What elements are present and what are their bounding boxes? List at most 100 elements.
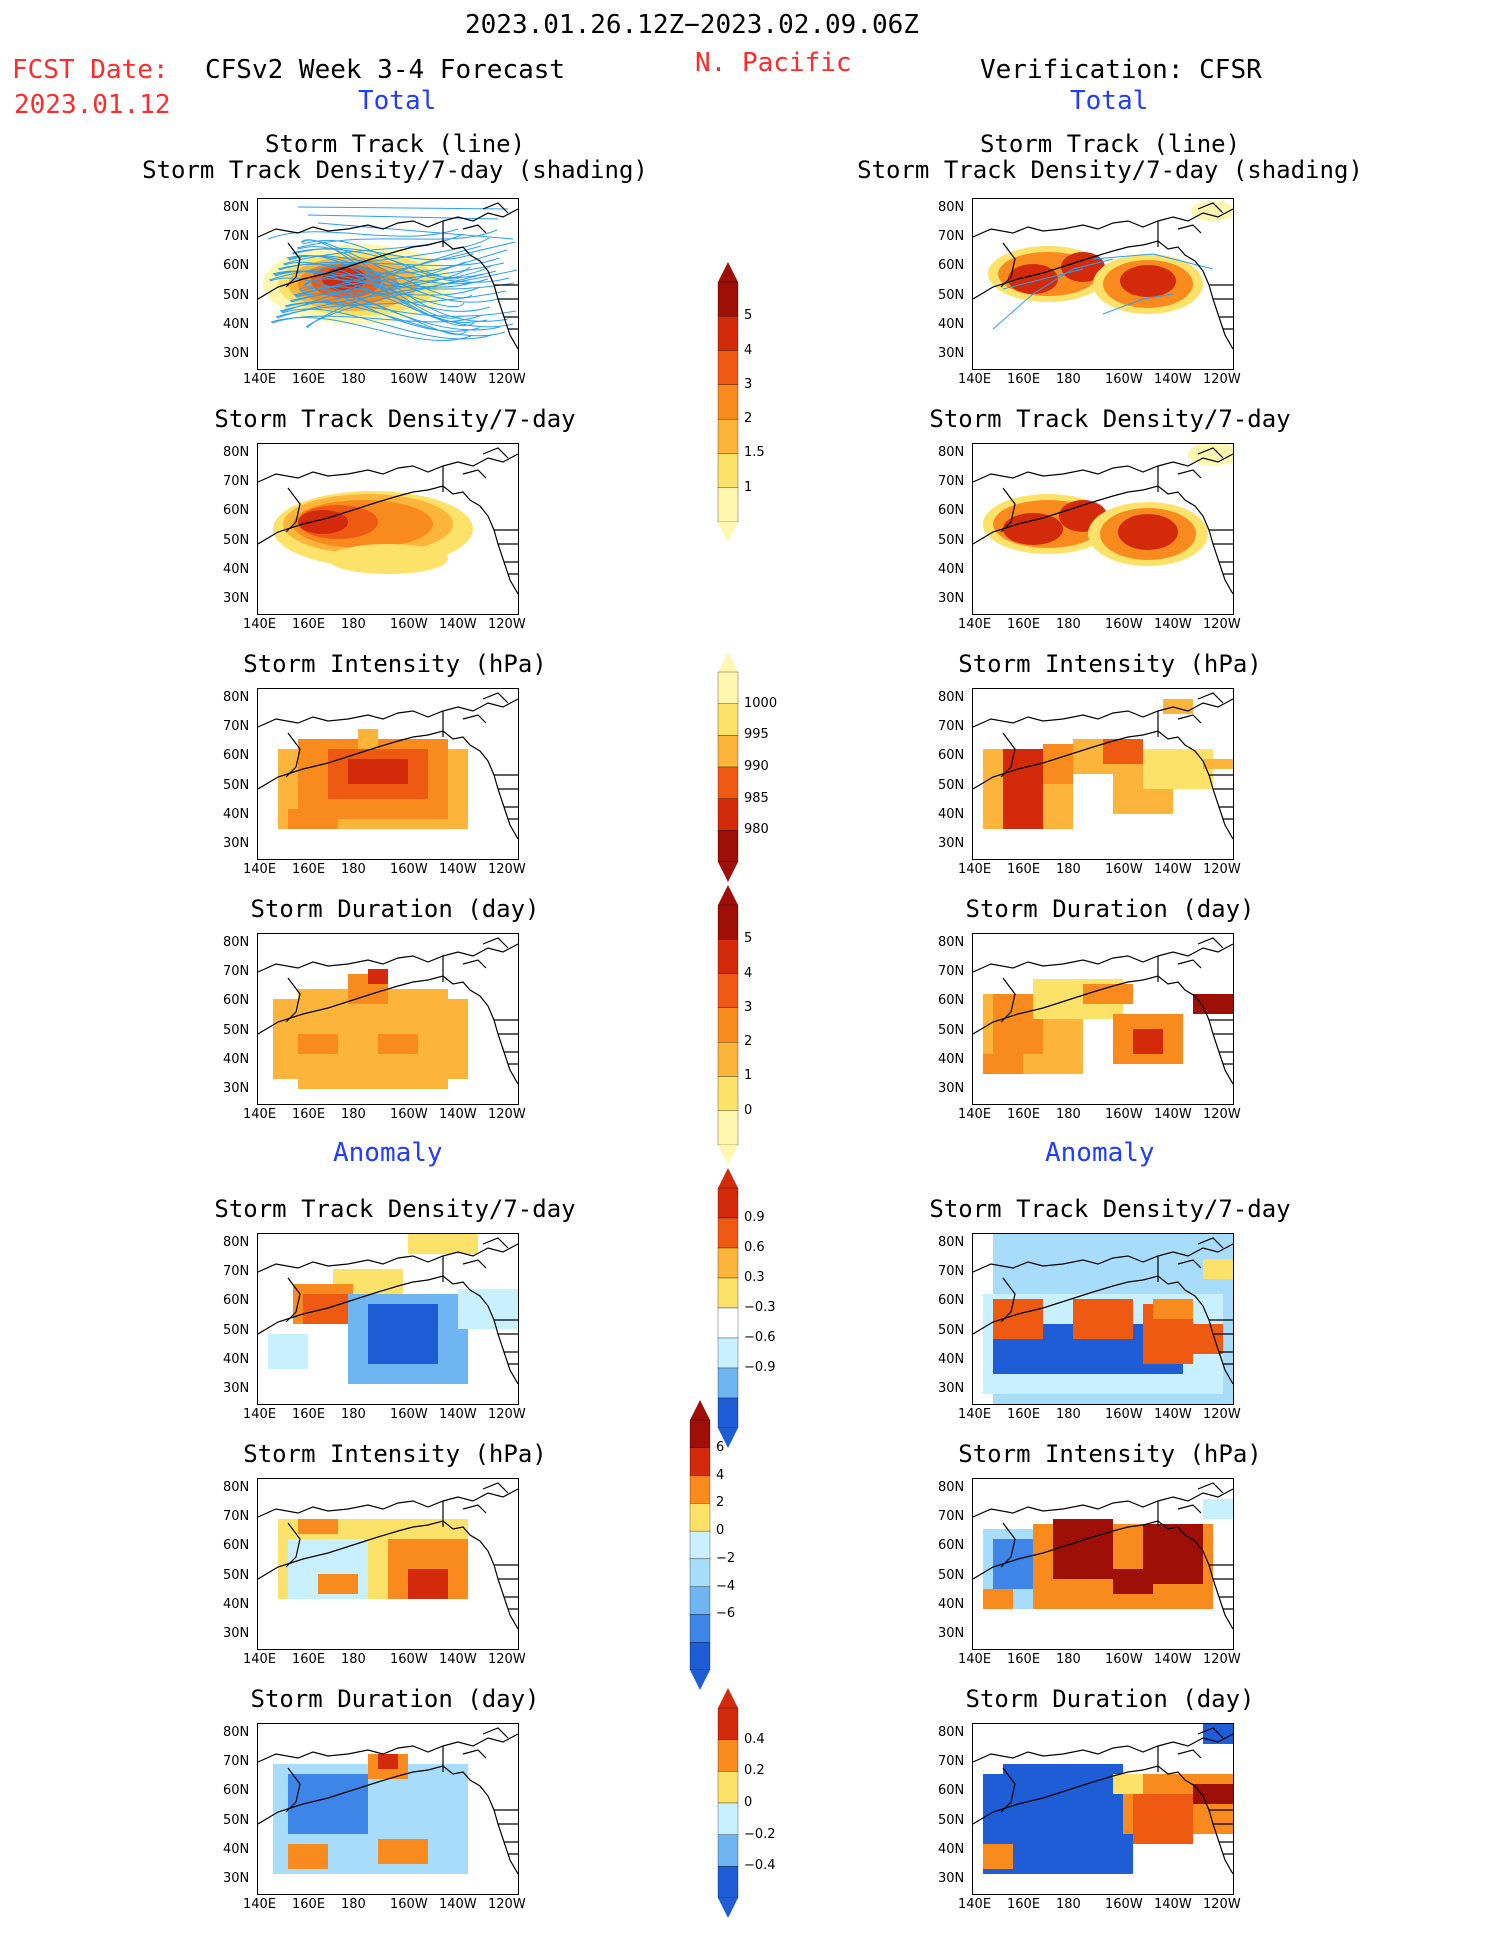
map-forecast-density: 80N 70N 60N 50N 40N 30N 140E 160E 180 160W 140W 120… (205, 443, 526, 653)
lon-tick-label: 160E (292, 617, 326, 632)
colorbar-tick-label: 5 (744, 931, 753, 947)
lon-tick-label: 120W (1203, 617, 1241, 632)
colorbar-tick-label: −0.3 (744, 1300, 776, 1315)
lon-tick-label: 120W (488, 1107, 526, 1122)
lat-tick-label: 70N (938, 474, 965, 490)
lat-tick-label: 50N (223, 1812, 250, 1828)
map-frame (972, 1233, 1234, 1405)
panel-title-density-anomaly: Storm Track Density/7-day (929, 1195, 1291, 1223)
colorbar-tick-label: 4 (744, 342, 753, 358)
lon-tick-label: 160E (292, 1897, 326, 1912)
lat-tick-label: 60N (938, 1538, 965, 1554)
panel-title-duration: Storm Duration (day) (250, 895, 540, 923)
lat-tick-label: 40N (223, 1841, 250, 1857)
lat-tick-label: 80N (223, 935, 250, 950)
colorbar-tick-label: 5 (744, 308, 753, 324)
lon-tick-label: 140E (243, 862, 277, 877)
colorbar-tick-label: 6 (716, 1439, 725, 1455)
map-forecast-duration: 80N 70N 60N 50N 40N 30N 140E 160E 180 160W 140W 120… (205, 933, 526, 1143)
lat-tick-label: 60N (938, 258, 965, 274)
lon-tick-label: 140E (243, 1897, 277, 1912)
map-forecast-density-anomaly: 80N 70N 60N 50N 40N 30N 140E 160E 180 160W 140W 120… (205, 1233, 526, 1443)
lon-tick-label: 180 (341, 1107, 366, 1122)
colorbar-tick-label: 0 (744, 1102, 753, 1118)
left-total-label: Total (358, 86, 437, 116)
colorbar-tick-label: 0.4 (744, 1731, 765, 1747)
map-verification-duration-anomaly: 80N 70N 60N 50N 40N 30N 140E 160E 180 160W 140W 120… (920, 1723, 1241, 1933)
map-frame (257, 1233, 519, 1405)
lat-tick-label: 60N (223, 258, 250, 274)
lat-tick-label: 60N (223, 1293, 250, 1309)
lat-tick-label: 70N (223, 1264, 250, 1280)
panel-title-track: Storm Track (line) (264, 130, 526, 158)
lon-tick-label: 140W (439, 1107, 477, 1122)
panel-title-duration: Storm Duration (day) (965, 895, 1255, 923)
panel-title-intensity: Storm Intensity (hPa) (958, 650, 1262, 678)
colorbar-tick-label: 2 (716, 1495, 725, 1511)
lat-tick-label: 50N (223, 1022, 250, 1038)
colorbar-tick-label: 0.2 (744, 1763, 765, 1779)
panel-title-duration-anomaly: Storm Duration (day) (250, 1685, 540, 1713)
lon-tick-label: 160W (1105, 862, 1143, 877)
colorbar-tick-label: −2 (716, 1550, 736, 1566)
lat-tick-label: 50N (938, 532, 965, 548)
map-verification-track: 80N 70N 60N 50N 40N 30N 140E 160E 180 160W 140W 120… (920, 198, 1241, 408)
lon-tick-label: 160E (292, 372, 326, 387)
lon-tick-label: 160W (390, 862, 428, 877)
colorbar-density: 5 4 3 2 1.5 1 (717, 262, 798, 542)
lon-tick-label: 180 (1056, 372, 1081, 387)
lon-tick-label: 160E (292, 1407, 326, 1422)
lon-tick-label: 140W (1154, 617, 1192, 632)
lat-tick-label: 50N (223, 532, 250, 548)
lon-tick-label: 140E (958, 1897, 992, 1912)
lon-tick-label: 140E (958, 1407, 992, 1422)
lon-tick-label: 160W (1105, 1407, 1143, 1422)
lat-tick-label: 60N (223, 748, 250, 764)
lat-tick-label: 30N (223, 1081, 250, 1096)
map-verification-intensity: 80N 70N 60N 50N 40N 30N 140E 160E 180 160W 140W 120… (920, 688, 1241, 898)
colorbar-tick-label: −0.2 (744, 1826, 776, 1842)
lon-tick-label: 120W (1203, 862, 1241, 877)
lon-tick-label: 160W (390, 1107, 428, 1122)
lon-tick-label: 160W (1105, 1107, 1143, 1122)
lat-tick-label: 70N (938, 1264, 965, 1280)
lat-tick-label: 60N (223, 1783, 250, 1799)
panel-title-intensity-anomaly: Storm Intensity (hPa) (243, 1440, 547, 1468)
map-frame (257, 933, 519, 1105)
lat-tick-label: 50N (223, 1567, 250, 1583)
colorbar-duration: 5 4 3 2 1 0 (717, 885, 798, 1165)
lon-tick-label: 160E (292, 1107, 326, 1122)
lat-tick-label: 70N (223, 719, 250, 735)
lat-tick-label: 80N (223, 1235, 250, 1250)
colorbar-tick-label: 0.6 (744, 1240, 765, 1255)
lat-tick-label: 70N (223, 229, 250, 245)
colorbar-tick-label: 1000 (744, 695, 778, 711)
lat-tick-label: 80N (938, 690, 965, 705)
lat-tick-label: 70N (938, 719, 965, 735)
map-frame (972, 1478, 1234, 1650)
lat-tick-label: 30N (938, 1381, 965, 1396)
lon-tick-label: 140W (439, 862, 477, 877)
lat-tick-label: 30N (938, 346, 965, 361)
map-frame (972, 933, 1234, 1105)
map-verification-duration: 80N 70N 60N 50N 40N 30N 140E 160E 180 160W 140W 120… (920, 933, 1241, 1143)
lat-tick-label: 50N (223, 777, 250, 793)
panel-title-density: Storm Track Density/7-day (929, 405, 1291, 433)
lat-tick-label: 70N (938, 1754, 965, 1770)
lat-tick-label: 80N (938, 1235, 965, 1250)
lon-tick-label: 180 (341, 862, 366, 877)
lon-tick-label: 140W (1154, 1407, 1192, 1422)
colorbar-tick-label: 0 (716, 1523, 725, 1539)
lon-tick-label: 160E (292, 1652, 326, 1667)
lat-tick-label: 80N (938, 445, 965, 460)
lat-tick-label: 30N (938, 1081, 965, 1096)
colorbar-tick-label: 990 (744, 759, 769, 774)
lon-tick-label: 180 (341, 372, 366, 387)
lat-tick-label: 60N (938, 748, 965, 764)
colorbar-tick-label: 0.9 (744, 1210, 765, 1225)
lon-tick-label: 160W (390, 617, 428, 632)
map-frame (257, 443, 519, 615)
lat-tick-label: 80N (938, 200, 965, 215)
lon-tick-label: 160E (1007, 1107, 1041, 1122)
lat-tick-label: 30N (223, 591, 250, 606)
